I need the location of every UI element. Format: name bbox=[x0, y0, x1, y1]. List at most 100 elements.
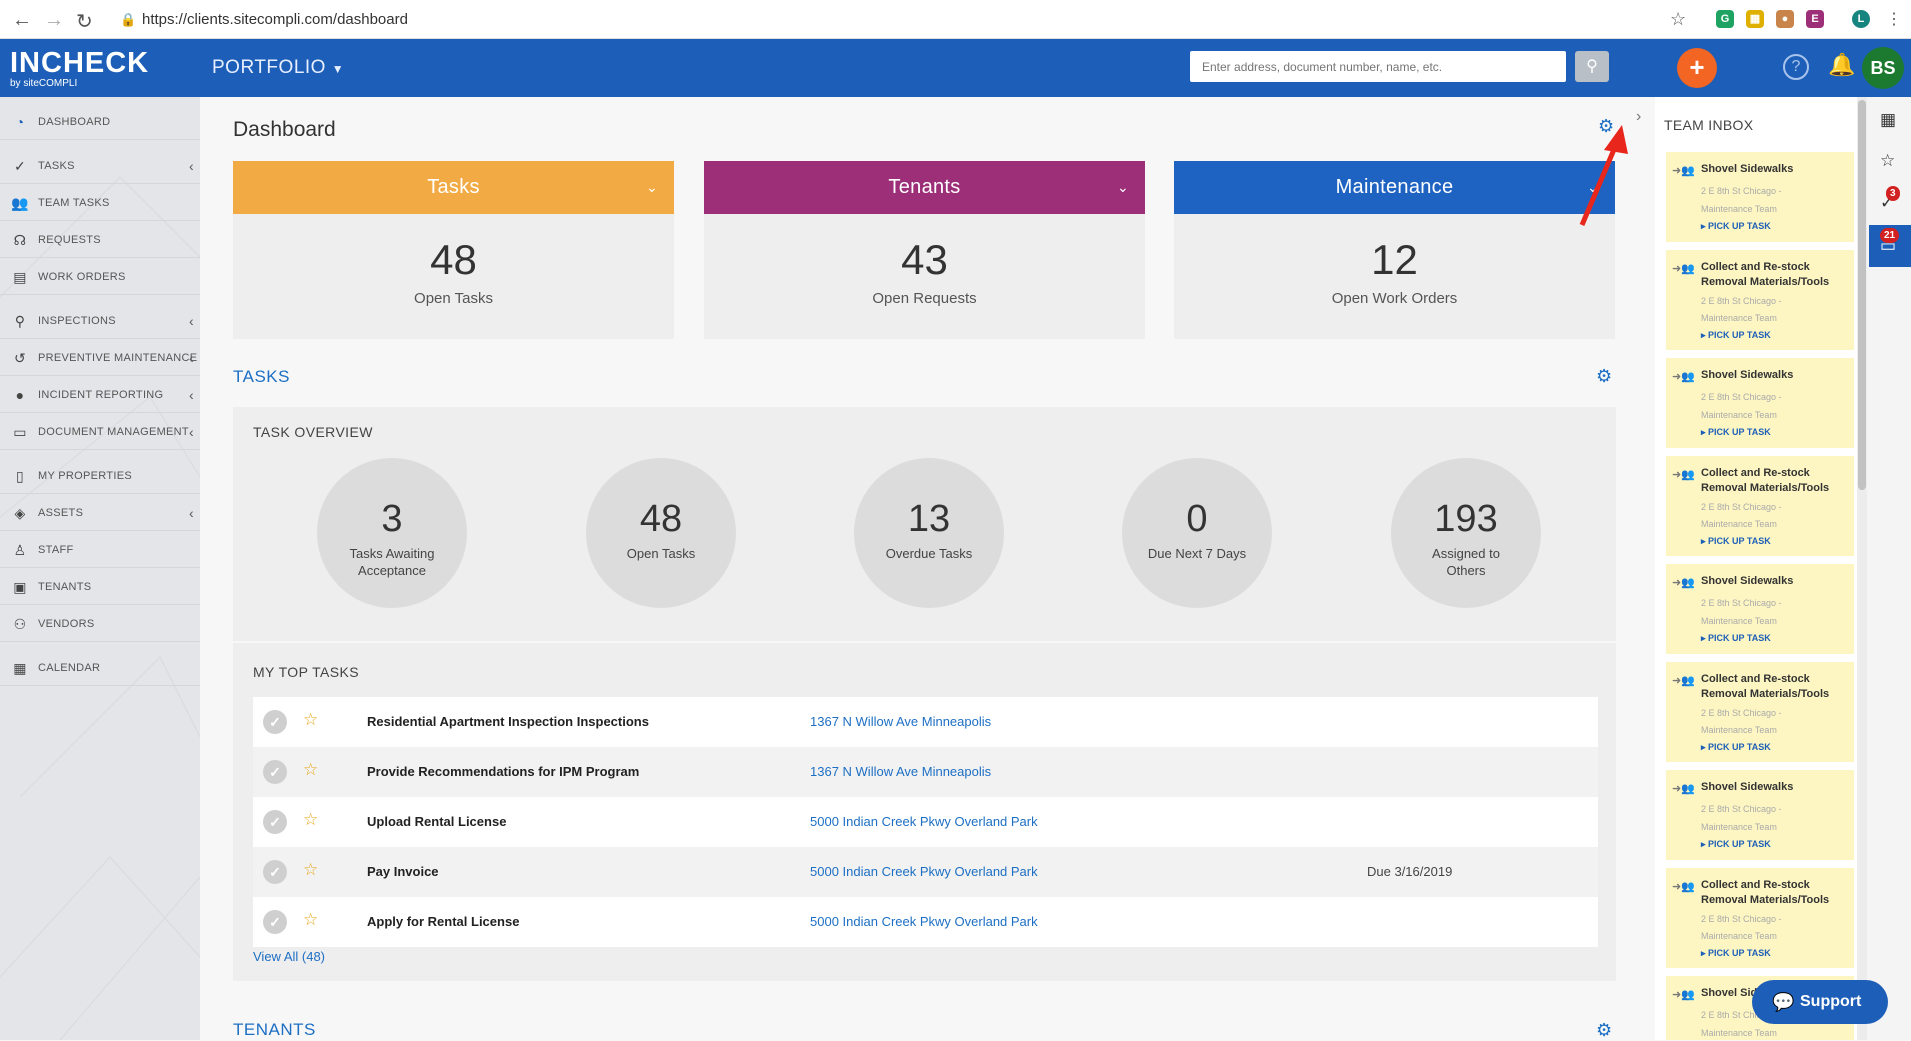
help-icon[interactable]: ? bbox=[1783, 54, 1809, 80]
complete-check-icon[interactable]: ✓ bbox=[263, 810, 287, 834]
tenants-settings-gear-icon[interactable]: ⚙ bbox=[1596, 1020, 1613, 1040]
task-address-link[interactable]: 5000 Indian Creek Pkwy Overland Park bbox=[810, 864, 1038, 879]
tasks-card[interactable]: Tasks ⌄ 48 Open Tasks bbox=[233, 161, 674, 339]
add-button[interactable]: + bbox=[1677, 48, 1717, 88]
sidebar-item-vendors[interactable]: ⚇ VENDORS bbox=[0, 606, 200, 642]
task-address-link[interactable]: 5000 Indian Creek Pkwy Overland Park bbox=[810, 914, 1038, 929]
task-address-link[interactable]: 5000 Indian Creek Pkwy Overland Park bbox=[810, 814, 1038, 829]
overview-open-tasks[interactable]: 48 Open Tasks bbox=[586, 458, 736, 608]
reload-icon[interactable]: ↻ bbox=[76, 11, 93, 33]
inbox-item[interactable]: ➜👥 Shovel Sidewalks 2 E 8th St Chicago -… bbox=[1666, 564, 1854, 654]
star-icon[interactable]: ☆ bbox=[303, 810, 319, 829]
table-row[interactable]: ✓ ☆ Pay Invoice 5000 Indian Creek Pkwy Ov… bbox=[253, 847, 1598, 897]
search-button[interactable]: ⚲ bbox=[1575, 51, 1609, 82]
chevron-down-icon[interactable]: ⌄ bbox=[1116, 179, 1129, 195]
overview-awaiting-acceptance[interactable]: 3 Tasks Awaiting Acceptance bbox=[317, 458, 467, 608]
inbox-item[interactable]: ➜👥 Collect and Re-stock Removal Material… bbox=[1666, 868, 1854, 968]
complete-check-icon[interactable]: ✓ bbox=[263, 710, 287, 734]
inbox-scrollbar-thumb[interactable] bbox=[1858, 100, 1866, 490]
pick-up-task-link[interactable]: ▸ PICK UP TASK bbox=[1701, 330, 1771, 340]
notification-bell-icon[interactable]: 🔔 bbox=[1828, 52, 1856, 77]
extension-cookie-icon[interactable]: ● bbox=[1776, 10, 1794, 28]
menu-dots-icon[interactable]: ⋮ bbox=[1886, 11, 1902, 28]
task-address-link[interactable]: 1367 N Willow Ave Minneapolis bbox=[810, 714, 992, 729]
complete-check-icon[interactable]: ✓ bbox=[263, 910, 287, 934]
pick-up-task-link[interactable]: ▸ PICK UP TASK bbox=[1701, 633, 1771, 643]
sidebar-item-tenants[interactable]: ▣ TENANTS bbox=[0, 569, 200, 605]
maintenance-card[interactable]: Maintenance ⌄ 12 Open Work Orders bbox=[1174, 161, 1615, 339]
calendar-icon[interactable]: ▦ bbox=[1880, 110, 1897, 129]
dashboard-settings-gear-icon[interactable]: ⚙ bbox=[1598, 116, 1615, 136]
address-bar[interactable]: 🔒 https://clients.sitecompli.com/dashboa… bbox=[112, 7, 1672, 33]
open-requests-label: Open Requests bbox=[872, 290, 977, 307]
complete-check-icon[interactable]: ✓ bbox=[263, 860, 287, 884]
inbox-item[interactable]: ➜👥 Collect and Re-stock Removal Material… bbox=[1666, 456, 1854, 556]
table-row[interactable]: ✓ ☆ Residential Apartment Inspection Insp… bbox=[253, 697, 1598, 747]
search-input[interactable] bbox=[1190, 51, 1566, 82]
extension-grammarly-icon[interactable]: G bbox=[1716, 10, 1734, 28]
overview-due-next-7-days[interactable]: 0 Due Next 7 Days bbox=[1122, 458, 1272, 608]
inbox-scrollbar[interactable] bbox=[1857, 97, 1867, 1040]
extension-e-icon[interactable]: E bbox=[1806, 10, 1824, 28]
bookmark-star-icon[interactable]: ☆ bbox=[1670, 9, 1687, 29]
inbox-item[interactable]: ➜👥 Shovel Sidewalks 2 E 8th St Chicago -… bbox=[1666, 770, 1854, 860]
task-name[interactable]: Apply for Rental License bbox=[367, 914, 520, 929]
task-name[interactable]: Residential Apartment Inspection Inspect… bbox=[367, 714, 649, 729]
sidebar-item-work-orders[interactable]: ▤ WORK ORDERS bbox=[0, 259, 200, 295]
table-row[interactable]: ✓ ☆ Upload Rental License 5000 Indian Cre… bbox=[253, 797, 1598, 847]
forward-icon[interactable]: → bbox=[44, 9, 64, 31]
sidebar-item-document-management[interactable]: ▭ DOCUMENT MANAGEMENT ‹ bbox=[0, 414, 200, 450]
overview-assigned-to-others[interactable]: 193 Assigned to Others bbox=[1391, 458, 1541, 608]
tenants-card-header[interactable]: Tenants ⌄ bbox=[704, 161, 1145, 214]
task-name[interactable]: Upload Rental License bbox=[367, 814, 507, 829]
pick-up-task-link[interactable]: ▸ PICK UP TASK bbox=[1701, 948, 1771, 958]
sidebar-item-dashboard[interactable]: ◔ DASHBOARD bbox=[0, 104, 200, 140]
tasks-settings-gear-icon[interactable]: ⚙ bbox=[1596, 366, 1613, 386]
back-icon[interactable]: ← bbox=[12, 9, 32, 31]
inbox-item[interactable]: ➜👥 Collect and Re-stock Removal Material… bbox=[1666, 662, 1854, 762]
pick-up-task-link[interactable]: ▸ PICK UP TASK bbox=[1701, 839, 1771, 849]
table-row[interactable]: ✓ ☆ Apply for Rental License 5000 Indian … bbox=[253, 897, 1598, 947]
sidebar-item-preventive-maintenance[interactable]: ↺ PREVENTIVE MAINTENANCE ‹ bbox=[0, 340, 200, 376]
chevron-down-icon[interactable]: ⌄ bbox=[645, 179, 658, 195]
sidebar-item-team-tasks[interactable]: 👥 TEAM TASKS bbox=[0, 185, 200, 221]
overview-overdue-tasks[interactable]: 13 Overdue Tasks bbox=[854, 458, 1004, 608]
chevron-down-icon[interactable]: ⌄ bbox=[1586, 179, 1599, 195]
incheck-logo[interactable]: INCHECK by siteCOMPLI bbox=[10, 47, 150, 89]
star-icon[interactable]: ☆ bbox=[303, 710, 319, 729]
portfolio-dropdown[interactable]: PORTFOLIO ▼ bbox=[212, 57, 345, 78]
star-icon[interactable]: ☆ bbox=[303, 760, 319, 779]
task-name[interactable]: Provide Recommendations for IPM Program bbox=[367, 764, 640, 779]
pick-up-task-link[interactable]: ▸ PICK UP TASK bbox=[1701, 536, 1771, 546]
tasks-card-header[interactable]: Tasks ⌄ bbox=[233, 161, 674, 214]
pick-up-task-link[interactable]: ▸ PICK UP TASK bbox=[1701, 221, 1771, 231]
favorites-star-icon[interactable]: ☆ bbox=[1880, 151, 1896, 170]
sidebar-item-calendar[interactable]: ▦ CALENDAR bbox=[0, 650, 200, 686]
task-name[interactable]: Pay Invoice bbox=[367, 864, 439, 879]
sidebar-item-inspections[interactable]: ⚲ INSPECTIONS ‹ bbox=[0, 303, 200, 339]
complete-check-icon[interactable]: ✓ bbox=[263, 760, 287, 784]
task-address-link[interactable]: 1367 N Willow Ave Minneapolis bbox=[810, 764, 992, 779]
star-icon[interactable]: ☆ bbox=[303, 910, 319, 929]
pick-up-task-link[interactable]: ▸ PICK UP TASK bbox=[1701, 427, 1771, 437]
user-avatar[interactable]: BS bbox=[1862, 47, 1904, 89]
sidebar-item-requests[interactable]: ☊ REQUESTS bbox=[0, 222, 200, 258]
collapse-panel-chevron-icon[interactable]: › bbox=[1636, 108, 1642, 125]
inbox-item[interactable]: ➜👥 Shovel Sidewalks 2 E 8th St Chicago -… bbox=[1666, 152, 1854, 242]
view-all-link[interactable]: View All (48) bbox=[253, 949, 326, 964]
sidebar-item-staff[interactable]: ♙ STAFF bbox=[0, 532, 200, 568]
support-button[interactable]: 💬 Support bbox=[1752, 980, 1888, 1024]
sidebar-item-tasks[interactable]: ✓ TASKS ‹ bbox=[0, 148, 200, 184]
sidebar-item-my-properties[interactable]: ▯ MY PROPERTIES bbox=[0, 458, 200, 494]
sidebar-item-assets[interactable]: ◈ ASSETS ‹ bbox=[0, 495, 200, 531]
extension-icon[interactable]: ▦ bbox=[1746, 10, 1764, 28]
maintenance-card-header[interactable]: Maintenance ⌄ bbox=[1174, 161, 1615, 214]
tenants-card[interactable]: Tenants ⌄ 43 Open Requests bbox=[704, 161, 1145, 339]
profile-icon[interactable]: L bbox=[1852, 10, 1870, 28]
inbox-item[interactable]: ➜👥 Shovel Sidewalks 2 E 8th St Chicago -… bbox=[1666, 358, 1854, 448]
inbox-item[interactable]: ➜👥 Collect and Re-stock Removal Material… bbox=[1666, 250, 1854, 350]
pick-up-task-link[interactable]: ▸ PICK UP TASK bbox=[1701, 742, 1771, 752]
star-icon[interactable]: ☆ bbox=[303, 860, 319, 879]
sidebar-item-incident-reporting[interactable]: ● INCIDENT REPORTING ‹ bbox=[0, 377, 200, 413]
table-row[interactable]: ✓ ☆ Provide Recommendations for IPM Progr… bbox=[253, 747, 1598, 797]
